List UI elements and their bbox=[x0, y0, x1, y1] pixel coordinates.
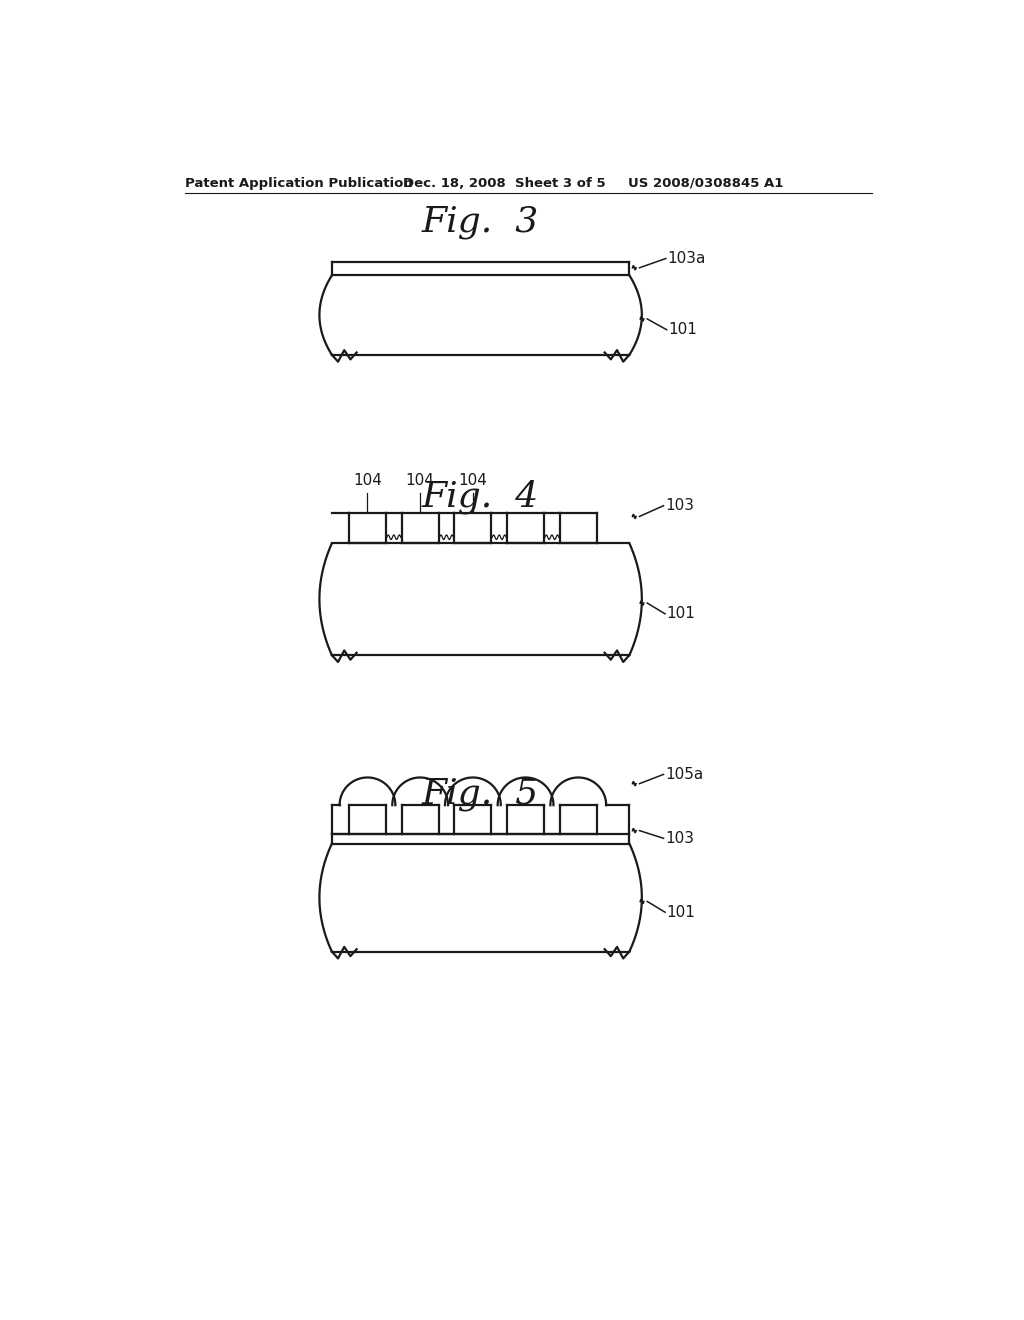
Text: 104: 104 bbox=[353, 473, 382, 488]
Text: 101: 101 bbox=[669, 322, 697, 337]
Text: 103: 103 bbox=[665, 498, 694, 513]
Text: 101: 101 bbox=[667, 606, 695, 622]
Text: 103: 103 bbox=[665, 830, 694, 846]
Text: 103a: 103a bbox=[668, 251, 706, 267]
Text: 105a: 105a bbox=[665, 767, 703, 781]
Text: 104: 104 bbox=[459, 473, 487, 488]
Text: 101: 101 bbox=[667, 904, 695, 920]
Text: Fig.  5: Fig. 5 bbox=[422, 776, 540, 810]
Text: Fig.  3: Fig. 3 bbox=[422, 205, 540, 239]
Text: Patent Application Publication: Patent Application Publication bbox=[184, 177, 413, 190]
Text: Fig.  4: Fig. 4 bbox=[422, 480, 540, 515]
Text: US 2008/0308845 A1: US 2008/0308845 A1 bbox=[628, 177, 783, 190]
Text: Dec. 18, 2008  Sheet 3 of 5: Dec. 18, 2008 Sheet 3 of 5 bbox=[403, 177, 606, 190]
Text: 104: 104 bbox=[406, 473, 434, 488]
